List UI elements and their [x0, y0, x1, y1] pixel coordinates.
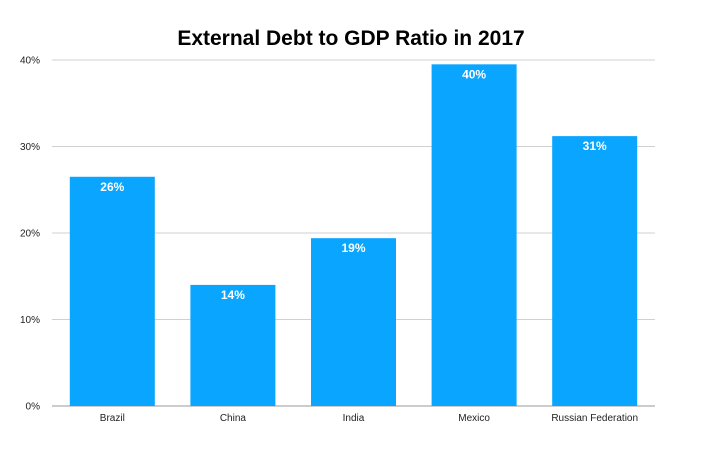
bar-china	[190, 284, 276, 406]
y-tick-label: 10%	[20, 315, 40, 326]
y-tick-label: 30%	[20, 142, 40, 153]
bar-mexico	[431, 64, 517, 406]
chart-title: External Debt to GDP Ratio in 2017	[177, 27, 524, 50]
x-tick-label: China	[220, 413, 247, 424]
x-tick-label: India	[343, 413, 365, 424]
y-tick-label: 0%	[26, 402, 41, 413]
x-tick-label: Russian Federation	[551, 413, 638, 424]
data-label: 40%	[462, 67, 486, 81]
data-label: 19%	[341, 241, 365, 255]
bar-russian-federation	[552, 136, 638, 406]
y-tick-label: 20%	[20, 229, 40, 240]
y-tick-label: 40%	[20, 56, 40, 67]
labels-layer: 26% Brazil 14% China 19% India 40% Mexico 31% Rus…	[100, 67, 638, 424]
data-label: 26%	[100, 180, 124, 194]
data-label: 31%	[583, 139, 607, 153]
data-label: 14%	[221, 288, 245, 302]
x-tick-label: Brazil	[100, 413, 125, 424]
x-tick-label: Mexico	[458, 413, 490, 424]
bars-layer	[69, 64, 638, 406]
bar-brazil	[69, 176, 155, 406]
bar-india	[311, 238, 396, 406]
